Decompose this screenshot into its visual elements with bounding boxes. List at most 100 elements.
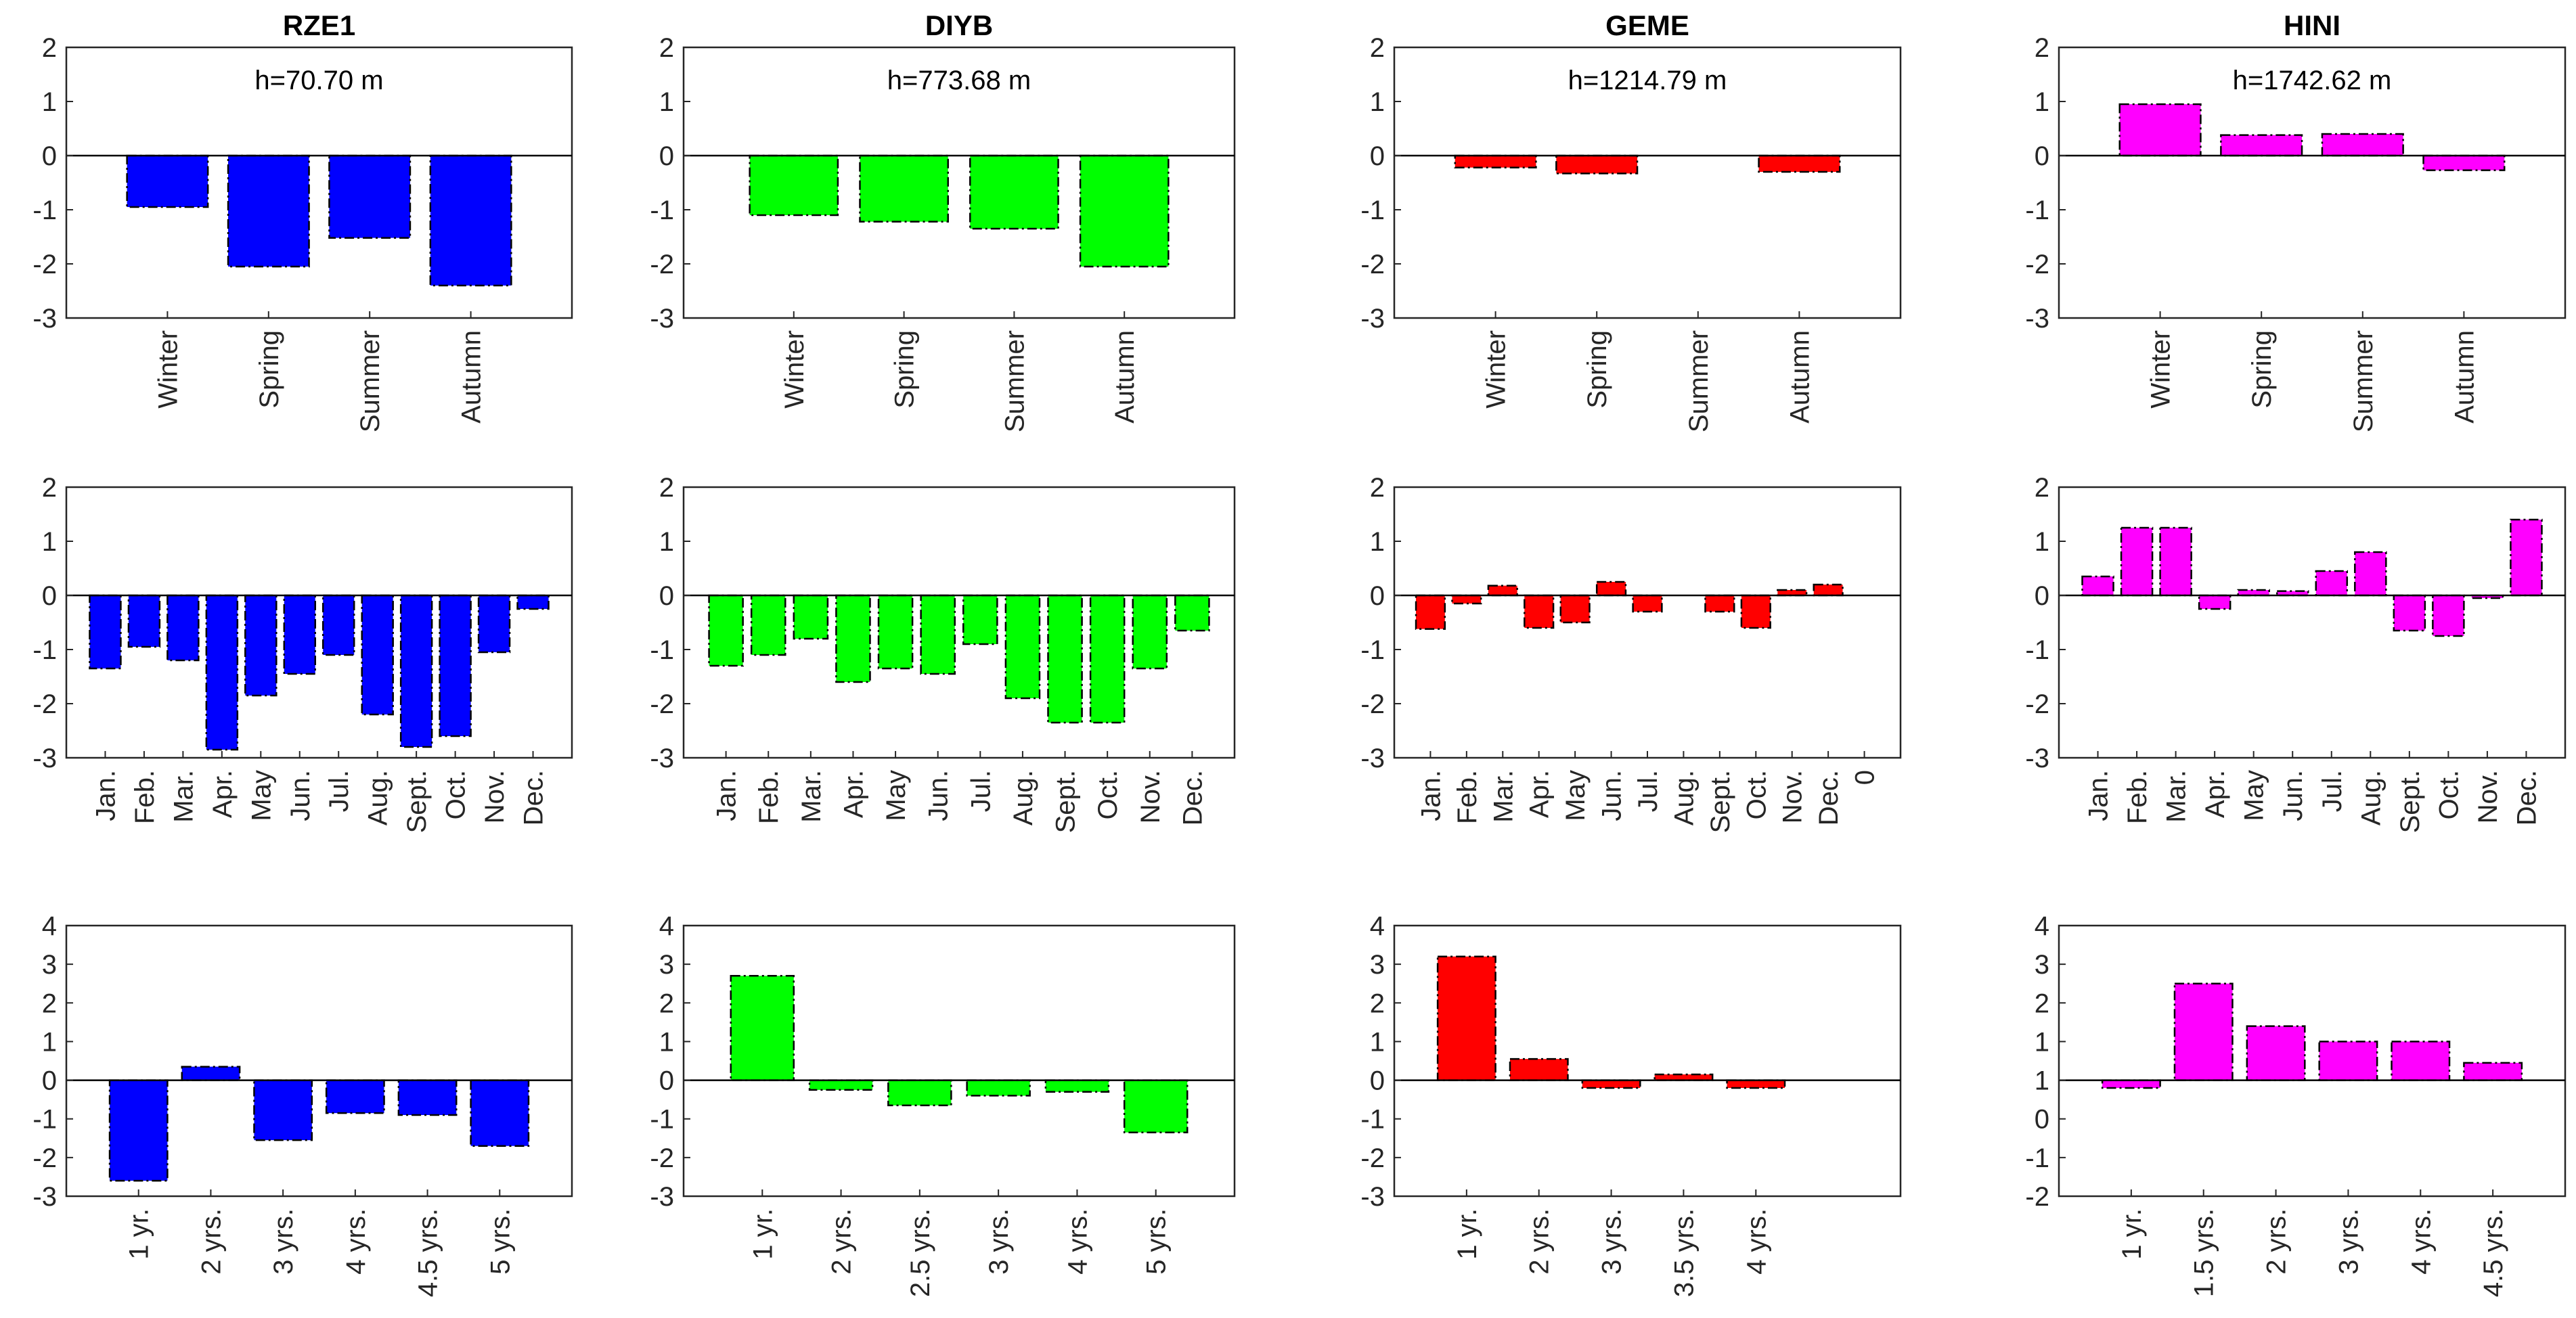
bar-Dec. (1813, 583, 1844, 597)
x-tick-label: 5 yrs. (1142, 1208, 1172, 1275)
x-tick-label: 3 yrs. (2334, 1208, 2363, 1275)
bar-1.5 yrs. (2173, 982, 2234, 1081)
x-tick-label: Spring (1582, 330, 1612, 409)
y-tick-label: 0 (2035, 581, 2049, 611)
y-tick-label: 1 (2035, 1027, 2049, 1057)
bar-Apr. (205, 594, 239, 751)
y-tick-label: 1 (659, 527, 674, 557)
bar-Oct. (439, 594, 472, 737)
y-tick-label: -1 (650, 635, 674, 665)
y-tick-label: -1 (2025, 635, 2049, 665)
subplot-1-3: -3 -2 -1 0 1 2 Winter Spring Summer Autumn GEME h=1… (1360, 9, 1902, 432)
bar-Autumn (1079, 154, 1170, 268)
bar-1 yr. (1436, 955, 1496, 1081)
y-tick-label: -1 (32, 196, 57, 225)
bar-Jan. (708, 594, 744, 667)
x-tick-label: Apr. (839, 770, 868, 818)
y-tick-label: -3 (32, 1182, 57, 1212)
subplot-title: GEME (1605, 9, 1689, 41)
axes-box (682, 924, 1236, 1198)
y-tick-label: -1 (1360, 635, 1385, 665)
y-tick-label: -1 (650, 196, 674, 225)
bar-Winter (126, 154, 209, 208)
y-tick-label: -1 (1360, 1105, 1385, 1135)
x-tick-label: 2 yrs. (827, 1208, 857, 1275)
y-tick-label: -2 (32, 250, 57, 279)
y-tick-label: 3 (2035, 950, 2049, 980)
x-tick-label: Oct. (1741, 770, 1771, 819)
subplot-3-3: -3 -2 -1 0 1 2 3 4 1 yr. 2 yrs. 3 yrs. 3.5 yrs. 4 yr… (1360, 911, 1902, 1297)
bar-Jan. (89, 594, 122, 670)
bar-May (877, 594, 914, 670)
subplot-3-4: -2 -1 0 1 1 2 3 4 1 yr. 1.5 yrs. 2 yrs. 3 yrs. 4 yrs… (2025, 911, 2567, 1297)
bar-Autumn (2422, 154, 2506, 171)
bar-1 yr. (108, 1079, 169, 1182)
bar-Oct. (2432, 594, 2465, 637)
y-tick-label: -2 (1360, 1143, 1385, 1173)
x-tick-label: Autumn (1785, 330, 1815, 424)
axes-box (1393, 46, 1902, 319)
x-tick-label: Oct. (2434, 770, 2464, 819)
bar-Spring (2220, 134, 2303, 157)
x-tick-label: Oct. (1093, 770, 1123, 819)
x-tick-label: Mar. (1488, 770, 1518, 823)
x-tick-label: Nov. (1136, 770, 1165, 823)
y-tick-label: 2 (2035, 473, 2049, 503)
y-tick-label: 2 (42, 988, 57, 1018)
x-tick-label: Summer (1684, 330, 1714, 432)
bar-Apr. (1524, 594, 1555, 629)
y-tick-label: -3 (1360, 304, 1385, 334)
x-tick-label: 3 yrs. (984, 1208, 1014, 1275)
x-tick-label: 4 yrs. (341, 1208, 371, 1275)
x-tick-label: Jun. (286, 770, 315, 821)
bar-4 yrs. (325, 1079, 385, 1114)
height-annotation: h=70.70 m (254, 66, 383, 95)
bar-May (1559, 594, 1591, 624)
x-tick-label: Autumn (1110, 330, 1140, 424)
y-tick-label: 1 (2035, 1066, 2049, 1096)
x-tick-label: Winter (1482, 330, 1511, 409)
bar-4 yrs. (2391, 1041, 2451, 1081)
y-tick-label: -2 (650, 1143, 674, 1173)
x-tick-label: 3 yrs. (1597, 1208, 1627, 1275)
bar-4.5 yrs. (2463, 1062, 2523, 1081)
bar-Aug. (2354, 551, 2387, 597)
axes-box (65, 924, 573, 1198)
bar-2 yrs. (181, 1066, 241, 1081)
x-tick-label: Feb. (2123, 770, 2152, 824)
y-tick-label: 4 (1370, 911, 1385, 941)
x-tick-label: Summer (1000, 330, 1029, 432)
y-tick-label: 2 (1370, 473, 1385, 503)
y-tick-label: 0 (42, 581, 57, 611)
y-tick-label: -2 (2025, 1182, 2049, 1212)
y-tick-label: 2 (2035, 33, 2049, 63)
x-tick-label: Mar. (169, 770, 198, 823)
x-tick-label: Jun. (1597, 770, 1627, 821)
bar-Mar. (1487, 585, 1518, 597)
bar-Dec. (516, 594, 550, 610)
y-tick-label: -3 (650, 744, 674, 773)
axes-box (65, 46, 573, 319)
axes-box (2058, 486, 2567, 759)
bar-Feb. (1451, 594, 1482, 605)
x-tick-label: Spring (890, 330, 920, 409)
axes-box (682, 486, 1236, 759)
x-tick-label: 1 yr. (125, 1208, 154, 1260)
x-tick-label: Aug. (363, 770, 393, 825)
x-tick-label: Dec. (2512, 770, 2541, 825)
x-tick-label: 2 yrs. (196, 1208, 226, 1275)
x-tick-label: Spring (254, 330, 284, 409)
y-tick-label: 3 (1370, 950, 1385, 980)
y-tick-label: 0 (659, 1066, 674, 1096)
y-tick-label: 4 (2035, 911, 2049, 941)
bar-Feb. (127, 594, 161, 648)
y-tick-label: -2 (32, 689, 57, 719)
x-tick-label: Jul. (324, 770, 354, 812)
x-tick-label: Dec. (1178, 770, 1207, 825)
y-tick-label: -1 (1360, 196, 1385, 225)
x-tick-label: 2 yrs. (1525, 1208, 1555, 1275)
y-tick-label: -3 (1360, 1182, 1385, 1212)
y-tick-label: 1 (1370, 527, 1385, 557)
bar-Summer (328, 154, 412, 239)
bar-Nov. (1777, 589, 1808, 597)
